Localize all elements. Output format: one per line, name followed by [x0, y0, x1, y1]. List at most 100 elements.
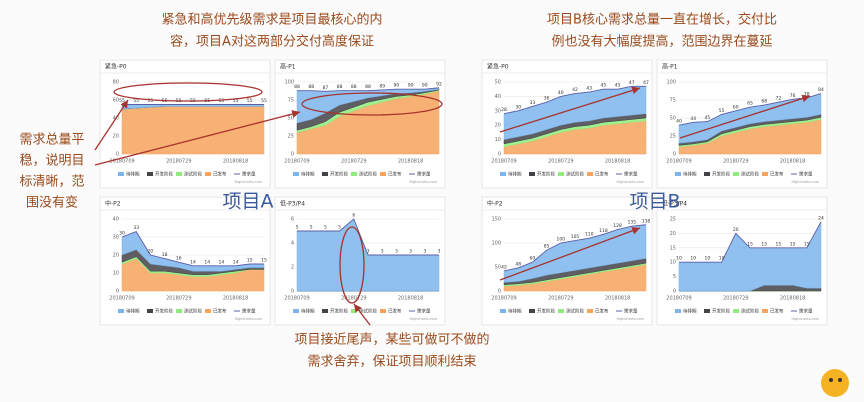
credits: Highcharts.com	[791, 180, 819, 184]
data-label: 14	[233, 259, 239, 265]
y-tick-label: 80	[113, 80, 119, 86]
data-label: 3	[381, 249, 384, 255]
legend-label: 待排期	[126, 171, 140, 178]
x-tick-label: 20180729	[341, 159, 366, 165]
x-tick-label: 20180818	[780, 296, 805, 302]
x-tick-label: 20180729	[166, 159, 191, 165]
chart-title: 高-P1	[662, 63, 678, 71]
legend-label: 已发布	[388, 308, 402, 315]
arrow	[94, 99, 129, 151]
legend-swatch	[587, 172, 593, 176]
data-label: 6	[352, 213, 355, 219]
credits: Highcharts.com	[409, 180, 437, 184]
x-tick-label: 20180709	[284, 159, 309, 165]
line	[679, 221, 822, 263]
data-label: 55	[261, 98, 267, 104]
legend-label: 测试阶段	[741, 171, 759, 178]
legend-label: 测试阶段	[566, 171, 584, 178]
y-tick-label: 40	[495, 94, 501, 100]
data-label: 10	[690, 256, 696, 262]
y-tick-label: 10	[113, 271, 119, 277]
data-label: 60	[530, 256, 536, 262]
legend-label: 需求量	[417, 171, 431, 178]
annotation: 容，项目A对这两部分交付高度保证	[170, 34, 374, 50]
data-label: 55	[148, 98, 154, 104]
x-tick-label: 20180709	[109, 159, 134, 165]
data-label: 33	[530, 100, 536, 106]
y-tick-label: 0	[498, 152, 501, 158]
legend-label: 已发布	[595, 308, 609, 315]
data-label: 45	[615, 83, 621, 89]
y-tick-label: 25	[670, 217, 676, 223]
data-label: 78	[804, 91, 810, 97]
data-label: 72	[776, 96, 782, 102]
data-label: 36	[544, 96, 550, 102]
annotation: 需求舍弃，保证项目顺利结束	[307, 355, 476, 370]
data-label: 110	[585, 232, 594, 238]
area	[121, 106, 265, 155]
legend-swatch	[205, 172, 211, 176]
annotation: 围没有变	[26, 195, 78, 211]
y-tick-label: 5	[673, 274, 676, 280]
data-label: 92	[436, 81, 442, 87]
legend-label: 开发阶段	[712, 308, 730, 315]
x-tick-label: 20180709	[109, 296, 134, 302]
data-label: 45	[705, 115, 711, 121]
legend-label: 测试阶段	[184, 308, 202, 315]
data-label: 33	[133, 225, 139, 231]
data-label: 3	[409, 249, 412, 255]
logo	[821, 369, 849, 397]
data-label: 55	[133, 98, 139, 104]
data-label: 3	[395, 249, 398, 255]
data-label: 40	[676, 119, 682, 125]
legend-swatch	[558, 309, 564, 313]
y-tick-label: 20	[113, 253, 119, 259]
credits: Highcharts.com	[234, 180, 262, 184]
legend-label: 已发布	[213, 308, 227, 315]
legend-swatch	[322, 309, 328, 313]
chart-panel: 高-P1 0 25 50 75 100 20180709 20180729 20180818 40…	[656, 59, 828, 189]
legend-swatch	[176, 309, 182, 313]
y-tick-label: 0	[116, 289, 119, 295]
x-tick-label: 20180818	[398, 159, 423, 165]
annotation: 标清晰，范	[19, 175, 84, 190]
chart-panel: 高-P1 0 25 50 75 100 20180709 20180729 20180818 88…	[274, 59, 446, 189]
legend-swatch	[118, 172, 124, 176]
data-label: 60	[733, 104, 739, 110]
legend-label: 需求量	[799, 171, 813, 178]
data-label: 88	[365, 84, 371, 90]
legend-label: 开发阶段	[712, 171, 730, 178]
legend-label: 待排期	[683, 171, 697, 178]
y-tick-label: 0	[291, 152, 294, 158]
legend-swatch	[529, 172, 535, 176]
legend-swatch	[762, 309, 768, 313]
data-label: 48	[515, 261, 521, 267]
y-tick-label: 6	[291, 217, 294, 223]
line	[297, 87, 440, 92]
legend-label: 测试阶段	[359, 171, 377, 178]
project-label: 项目B	[629, 191, 680, 213]
y-tick-label: 0	[673, 152, 676, 158]
data-label: 15	[776, 241, 782, 247]
x-tick-label: 20180818	[605, 296, 630, 302]
legend-label: 开发阶段	[155, 171, 173, 178]
data-label: 3	[367, 249, 370, 255]
chart-title: 紧急-P0	[487, 63, 509, 71]
chart-title: 低-P3/P4	[662, 200, 687, 208]
x-tick-label: 20180729	[548, 296, 573, 302]
x-tick-label: 20180729	[341, 296, 366, 302]
data-label: 47	[629, 80, 635, 86]
y-tick-label: 25	[670, 134, 676, 140]
chart-title: 高-P1	[280, 63, 296, 71]
ellipse	[339, 226, 365, 304]
y-tick-label: 20	[495, 123, 501, 129]
arrow	[353, 303, 371, 326]
data-label: 55	[119, 98, 125, 104]
legend-label: 开发阶段	[330, 171, 348, 178]
line	[678, 93, 822, 126]
data-label: 88	[351, 84, 357, 90]
legend-swatch	[351, 309, 357, 313]
y-tick-label: 50	[495, 265, 501, 271]
data-label: 14	[219, 259, 225, 265]
